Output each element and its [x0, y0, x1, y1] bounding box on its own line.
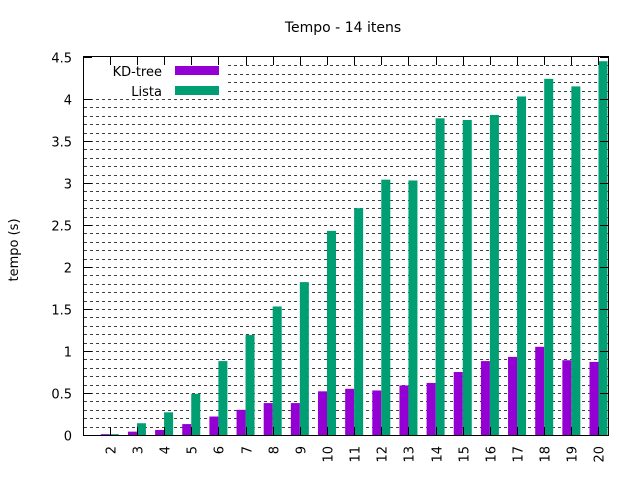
y-tick-label: 2.5 — [51, 220, 72, 235]
bar-kd-tree-18 — [535, 346, 545, 435]
x-tick-label: 2 — [105, 446, 120, 454]
bar-kd-tree-3 — [127, 431, 137, 435]
bar-lista-7 — [245, 335, 255, 435]
bar-kd-tree-9 — [290, 403, 300, 435]
bar-kd-tree-12 — [372, 390, 382, 435]
x-tick-label: 7 — [241, 446, 256, 454]
bar-lista-9 — [299, 282, 309, 435]
y-axis-label: tempo (s) — [7, 218, 22, 281]
legend-label-lista: Lista — [131, 85, 162, 100]
y-axis-ticks: 0 0.5 1 1.5 2 2.5 3 3.5 4 4.5 — [51, 52, 608, 445]
bar-lista-14 — [435, 118, 445, 435]
y-tick-label: 1 — [64, 346, 72, 361]
bar-kd-tree-10 — [317, 391, 327, 435]
bar-kd-tree-2 — [100, 434, 110, 435]
x-tick-label: 6 — [213, 446, 228, 454]
legend-swatch-kd-tree — [175, 66, 219, 75]
x-axis-ticks: 2 3 4 5 6 7 8 9 10 11 12 13 14 15 16 17 18 19 20 — [105, 57, 608, 463]
bar-lista-13 — [408, 180, 418, 435]
y-tick-label: 1.5 — [51, 304, 72, 319]
chart-title: Tempo - 14 itens — [284, 20, 401, 36]
bar-lista-16 — [489, 114, 499, 436]
legend: KD-tree Lista — [113, 65, 219, 100]
plot-frame — [83, 56, 609, 436]
x-tick-label: 17 — [512, 446, 527, 463]
bar-lista-6 — [218, 361, 228, 435]
bar-kd-tree-14 — [426, 382, 436, 435]
x-tick-label: 13 — [403, 446, 418, 463]
bar-lista-20 — [598, 61, 608, 435]
x-tick-label: 8 — [268, 446, 283, 454]
bar-lista-12 — [381, 179, 391, 435]
y-tick-label: 4 — [64, 94, 72, 109]
y-tick-label: 4.5 — [51, 52, 72, 67]
x-tick-label: 15 — [458, 446, 473, 463]
bar-kd-tree-16 — [480, 361, 490, 435]
x-tick-label: 11 — [349, 446, 364, 463]
y-tick-label: 0 — [64, 430, 72, 445]
bar-kd-tree-13 — [399, 385, 409, 435]
bar-kd-tree-19 — [562, 360, 572, 435]
x-tick-label: 16 — [485, 446, 500, 463]
x-tick-label: 9 — [295, 446, 310, 454]
bar-lista-11 — [354, 208, 364, 435]
x-tick-label: 19 — [566, 446, 581, 463]
bar-kd-tree-15 — [453, 372, 463, 435]
legend-label-kd-tree: KD-tree — [113, 65, 162, 80]
bar-kd-tree-11 — [345, 388, 355, 435]
legend-swatch-lista — [175, 86, 219, 95]
x-tick-label: 5 — [186, 446, 201, 454]
bar-lista-2 — [109, 434, 119, 435]
grid-lines — [84, 65, 608, 428]
bar-lista-5 — [191, 393, 201, 435]
bar-lista-10 — [326, 230, 336, 435]
bar-lista-19 — [571, 86, 581, 436]
bar-kd-tree-17 — [508, 356, 518, 435]
bar-lista-15 — [462, 120, 472, 435]
bar-kd-tree-20 — [589, 361, 599, 435]
bar-lista-17 — [517, 96, 527, 435]
bar-lista-4 — [164, 412, 174, 435]
bar-lista-18 — [544, 78, 554, 435]
bar-kd-tree-7 — [236, 409, 246, 435]
bar-kd-tree-5 — [182, 424, 192, 435]
bar-kd-tree-4 — [155, 429, 165, 435]
x-tick-label: 18 — [539, 446, 554, 463]
x-tick-label: 12 — [376, 446, 391, 463]
bar-kd-tree-8 — [263, 403, 273, 435]
x-tick-label: 4 — [159, 446, 174, 454]
y-tick-label: 2 — [64, 262, 72, 277]
y-tick-label: 0.5 — [51, 388, 72, 403]
x-tick-label: 20 — [593, 446, 608, 463]
bar-lista-8 — [272, 306, 282, 435]
y-tick-label: 3 — [64, 178, 72, 193]
bar-lista-3 — [136, 423, 146, 435]
y-tick-label: 3.5 — [51, 136, 72, 151]
x-tick-label: 14 — [431, 446, 446, 463]
bar-kd-tree-6 — [209, 416, 219, 435]
x-tick-label: 10 — [322, 446, 337, 463]
x-tick-label: 3 — [132, 446, 147, 454]
bar-series — [100, 61, 608, 436]
